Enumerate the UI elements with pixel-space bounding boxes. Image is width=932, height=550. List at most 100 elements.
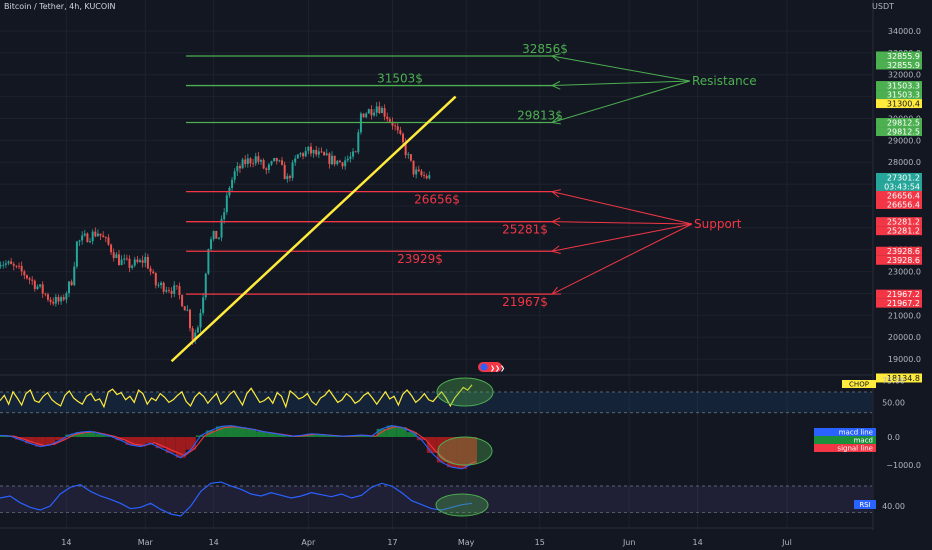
price-tag-label: 21967.2 — [887, 299, 920, 308]
macd-histogram-bar — [467, 437, 477, 465]
candle-body — [0, 265, 2, 267]
candle-body — [7, 261, 10, 264]
candle-body — [15, 265, 18, 267]
macd-legend-tag[interactable]: macd — [814, 436, 876, 445]
indicator-badge[interactable]: ❯❯❯ — [478, 362, 505, 372]
trendline[interactable] — [170, 95, 457, 363]
candle-body — [331, 155, 334, 165]
candle-body — [10, 261, 13, 265]
price-tag[interactable]: 27301.2 — [876, 172, 922, 182]
candle-body — [110, 244, 113, 253]
price-tag-label: 27301.2 — [887, 173, 920, 182]
candle-body — [25, 275, 28, 279]
macd-histogram-bar — [85, 431, 96, 437]
candle-body — [149, 268, 152, 272]
macd-legend-bg — [814, 444, 876, 452]
candle-body — [49, 299, 52, 302]
currency-label: USDT — [872, 2, 894, 11]
arrow-head — [550, 116, 561, 125]
chop-line[interactable] — [0, 384, 473, 409]
candle-body — [99, 233, 102, 236]
candle-body — [199, 312, 202, 328]
price-tag[interactable]: 31503.3 — [876, 90, 922, 99]
candle-body — [41, 284, 44, 294]
price-tag[interactable]: 25281.2 — [876, 226, 922, 235]
candle-body — [412, 160, 415, 175]
price-tag-label: 31503.3 — [887, 81, 920, 90]
macd-legend-tag[interactable]: signal line — [814, 444, 876, 453]
macd-histogram-bar — [125, 437, 136, 445]
flag-icon — [480, 363, 488, 371]
candle-body — [380, 108, 383, 114]
time-tick-label: Mar — [138, 538, 154, 547]
candle-body — [207, 249, 210, 274]
macd-legend-bg — [814, 436, 876, 444]
price-tag[interactable]: 23928.6 — [876, 255, 922, 265]
price-tag-bg — [876, 127, 922, 137]
price-tag-label: 26656.4 — [887, 200, 920, 209]
price-tag-label: 31503.3 — [887, 90, 920, 99]
resistance-label: 29813$ — [517, 109, 563, 123]
arrow-head — [550, 80, 561, 90]
candle-body — [136, 259, 139, 262]
price-tag[interactable]: 31503.3 — [876, 81, 922, 90]
price-tag-label: 25281.2 — [887, 226, 920, 235]
candle-body — [167, 290, 170, 292]
time-axis[interactable] — [0, 530, 932, 550]
candle-body — [178, 286, 181, 296]
time-tick-label: Jul — [781, 538, 792, 547]
rsi-highlight — [435, 493, 489, 517]
chevrons-icon: ❯❯❯ — [490, 365, 505, 372]
candle-body — [252, 163, 255, 165]
support-label: 26656$ — [414, 193, 460, 207]
candle-body — [154, 273, 157, 286]
arrow-head — [550, 53, 561, 62]
candle-body — [249, 158, 252, 164]
macd-histogram-bar — [326, 435, 337, 437]
price-tick-label: 34000.0 — [888, 27, 921, 36]
candle-body — [404, 142, 407, 156]
price-tag[interactable]: 29812.5 — [876, 118, 922, 127]
price-tag-label: 26656.4 — [887, 191, 920, 200]
price-tag[interactable]: 21967.2 — [876, 289, 922, 299]
symbol-title[interactable]: Bitcoin / Tether, 4h, KUCOIN — [4, 2, 116, 11]
candle-body — [31, 279, 34, 281]
chop-tag[interactable]: CHOP — [842, 380, 876, 389]
price-tag[interactable]: 26656.4 — [876, 199, 922, 209]
candle-body — [20, 266, 23, 272]
price-tag[interactable]: 32855.9 — [876, 60, 922, 70]
macd-histogram-bar — [446, 437, 457, 468]
candle-body — [312, 149, 315, 154]
candle-body — [157, 284, 160, 286]
candle-body — [215, 230, 218, 239]
annotation-arrow — [551, 191, 693, 225]
candle-body — [225, 195, 228, 213]
price-tag[interactable]: 21967.2 — [876, 298, 922, 308]
price-tag[interactable]: 31300.4 — [876, 99, 922, 108]
annotation-arrow — [551, 223, 693, 252]
price-tag[interactable]: 25281.2 — [876, 217, 922, 226]
candle-body — [81, 235, 84, 241]
price-tag[interactable]: 23928.6 — [876, 246, 922, 256]
support-annotation: Support — [694, 217, 742, 231]
chop-band — [0, 392, 872, 413]
price-tag[interactable]: 29812.5 — [876, 127, 922, 136]
candle-body — [278, 160, 281, 162]
price-tag[interactable]: 03:43:54 — [876, 181, 922, 191]
price-tick-label: 23000.0 — [888, 268, 921, 277]
price-tag[interactable]: 18134.8 — [876, 373, 922, 383]
time-tick-label: Jun — [622, 538, 636, 547]
macd-legend-tag[interactable]: macd line — [814, 428, 876, 437]
candle-body — [362, 113, 365, 118]
rsi-line[interactable] — [0, 481, 473, 517]
candle-body — [375, 106, 378, 113]
macd-line[interactable] — [0, 425, 473, 470]
candle-body — [86, 233, 89, 243]
price-tag[interactable]: 32855.9 — [876, 51, 922, 61]
rsi-tag[interactable]: RSI — [854, 500, 876, 509]
candle-body — [402, 133, 405, 143]
candle-body — [270, 161, 273, 165]
candle-body — [186, 309, 189, 311]
price-tag[interactable]: 26656.4 — [876, 190, 922, 200]
